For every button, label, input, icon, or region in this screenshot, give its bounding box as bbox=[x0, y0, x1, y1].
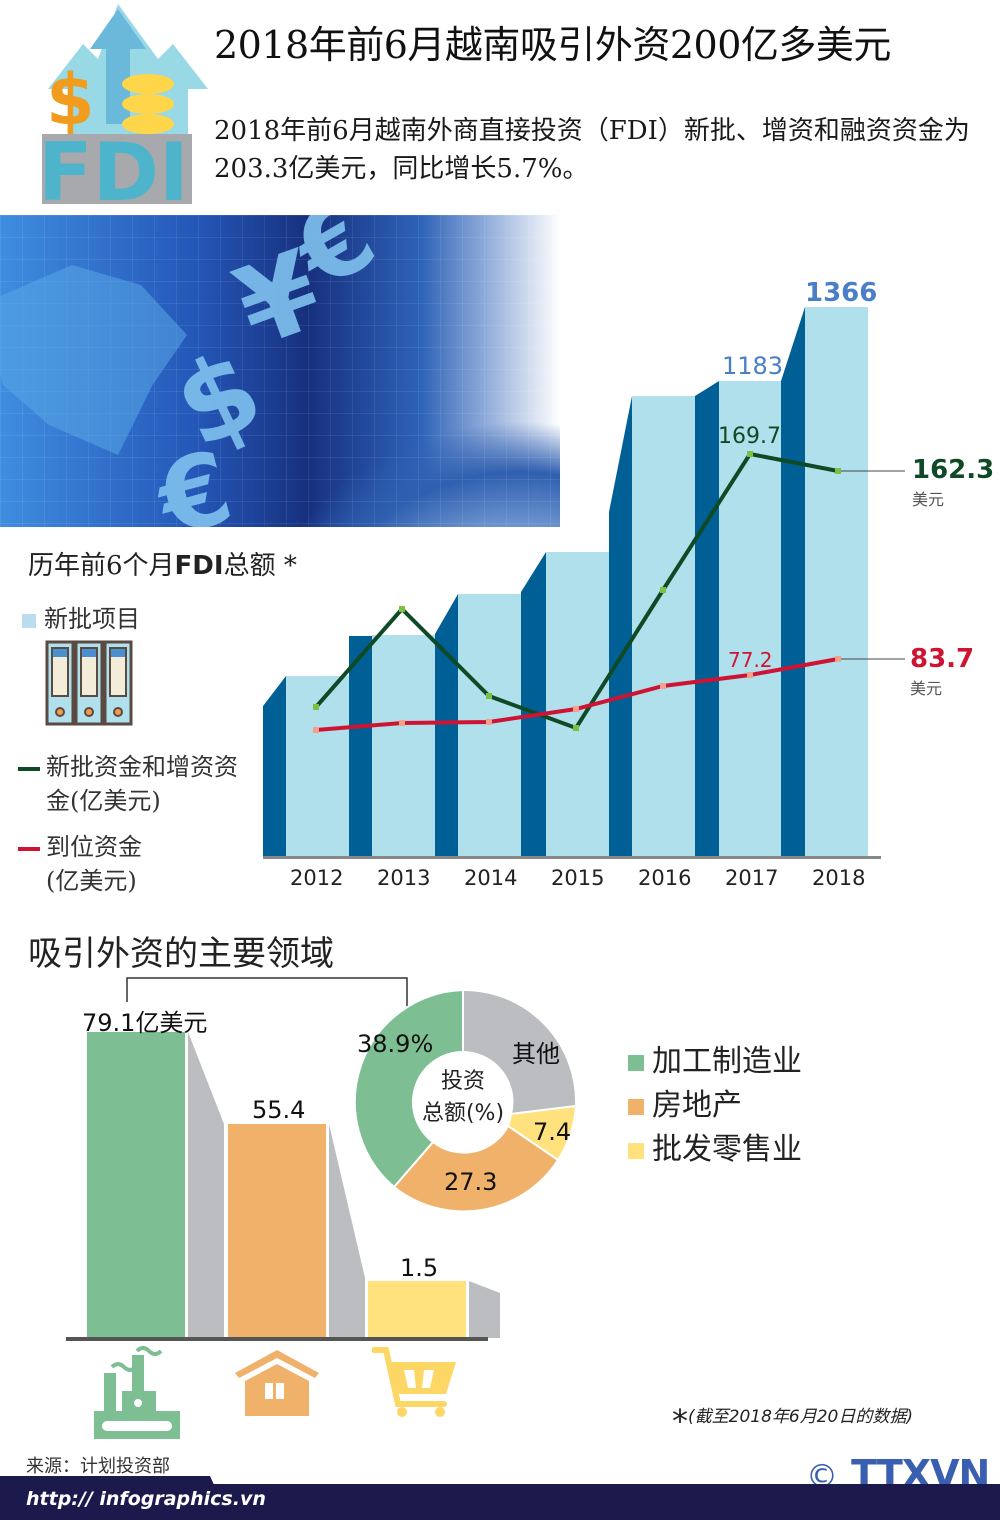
factory-icon bbox=[94, 1346, 180, 1439]
legend-manufacturing: 加工制造业 bbox=[628, 1040, 802, 1084]
legend-disbursed-label: 到位资金(亿美元) bbox=[46, 833, 142, 895]
x-tick: 2015 bbox=[551, 866, 605, 890]
label-disbursed-2017: 77.2 bbox=[728, 648, 773, 672]
bar-value-real-estate: 55.4 bbox=[252, 1096, 306, 1124]
fdi-combo-chart bbox=[263, 307, 905, 859]
donut-label-retail: 7.4 bbox=[533, 1118, 572, 1146]
legend-line-green bbox=[18, 766, 40, 771]
registered-capital-line bbox=[313, 451, 905, 731]
fdi-chart-title: 历年前6个月FDI总额 * bbox=[28, 545, 297, 582]
legend-swatch-light-blue bbox=[22, 613, 36, 628]
bar-value-manufacturing: 79.1亿美元 bbox=[82, 1009, 208, 1037]
fdi-logo: $ FDI bbox=[28, 4, 208, 219]
sector-bar-chart bbox=[66, 977, 578, 1341]
label-projects-2018: 1366 bbox=[805, 278, 878, 308]
label-registered-2018: 162.3 bbox=[912, 455, 995, 485]
x-tick: 2017 bbox=[725, 866, 779, 890]
sector-legend: 加工制造业 房地产 批发零售业 bbox=[628, 1040, 802, 1172]
footer-tab bbox=[0, 1476, 230, 1520]
world-money-banner: ¥ € $ € bbox=[0, 215, 560, 527]
donut-center-line2: 总额(%) bbox=[421, 1101, 505, 1126]
legend-retail-label: 批发零售业 bbox=[652, 1132, 802, 1167]
legend-real-estate: 房地产 bbox=[628, 1084, 802, 1128]
project-bars bbox=[263, 307, 881, 859]
donut-label-real-estate: 27.3 bbox=[444, 1168, 498, 1196]
legend-projects-label: 新批项目 bbox=[44, 605, 140, 633]
label-registered-unit: 美元 bbox=[912, 490, 945, 509]
shopping-cart-icon bbox=[372, 1347, 456, 1417]
legend-swatch-green bbox=[628, 1055, 644, 1071]
legend-registered-label: 新批资金和增资资金(亿美元) bbox=[46, 753, 238, 815]
note-text: (截至2018年6月20日的数据) bbox=[688, 1407, 913, 1427]
chart-title-prefix: 历年前6个月 bbox=[28, 551, 175, 581]
sector-section-title: 吸引外资的主要领域 bbox=[28, 934, 334, 974]
label-projects-2017: 1183 bbox=[722, 352, 784, 380]
svg-text:FDI: FDI bbox=[38, 126, 189, 209]
x-tick: 2014 bbox=[464, 866, 518, 890]
donut-center-label: 投资 总额(%) bbox=[413, 1066, 513, 1130]
legend-swatch-orange bbox=[628, 1099, 644, 1115]
x-tick: 2013 bbox=[377, 866, 431, 890]
x-tick: 2016 bbox=[638, 866, 692, 890]
chart-title-suffix: 总额 * bbox=[223, 551, 297, 581]
legend-line-red bbox=[18, 846, 40, 851]
website-link[interactable]: http:// infographics.vn bbox=[26, 1488, 266, 1510]
label-disbursed-unit: 美元 bbox=[910, 679, 943, 698]
binders-icon bbox=[45, 640, 133, 732]
label-registered-2017: 169.7 bbox=[718, 424, 781, 449]
bar-value-retail: 1.5 bbox=[400, 1254, 439, 1282]
legend-registered: 新批资金和增资资金(亿美元) bbox=[18, 750, 258, 818]
legend-swatch-yellow bbox=[628, 1143, 644, 1159]
legend-disbursed: 到位资金(亿美元) bbox=[18, 830, 218, 898]
intro-text: 2018年前6月越南外商直接投资（FDI）新批、增资和融资资金为203.3亿美元… bbox=[214, 116, 970, 184]
source-text: 来源：计划投资部 bbox=[26, 1456, 170, 1477]
legend-projects: 新批项目 bbox=[22, 602, 140, 636]
fdi-logo-icon: $ FDI bbox=[38, 4, 208, 219]
data-cutoff-note: *(截至2018年6月20日的数据) bbox=[672, 1402, 913, 1440]
x-tick: 2018 bbox=[812, 866, 866, 890]
donut-label-other: 其他 bbox=[512, 1040, 560, 1068]
house-icon bbox=[235, 1350, 319, 1416]
page-title: 2018年前6月越南吸引外资200亿多美元 bbox=[214, 23, 891, 67]
donut-label-manufacturing: 38.9% bbox=[357, 1030, 434, 1058]
donut-center-line1: 投资 bbox=[440, 1069, 485, 1094]
legend-real-estate-label: 房地产 bbox=[652, 1088, 742, 1123]
disbursed-capital-line bbox=[313, 656, 905, 733]
note-asterisk: * bbox=[672, 1402, 688, 1440]
svg-text:$: $ bbox=[46, 59, 95, 141]
legend-manufacturing-label: 加工制造业 bbox=[652, 1044, 802, 1079]
legend-retail: 批发零售业 bbox=[628, 1128, 802, 1172]
investment-donut bbox=[353, 988, 578, 1213]
label-disbursed-2018: 83.7 bbox=[910, 644, 975, 674]
chart-title-bold: FDI bbox=[174, 551, 224, 581]
x-tick: 2012 bbox=[290, 866, 344, 890]
